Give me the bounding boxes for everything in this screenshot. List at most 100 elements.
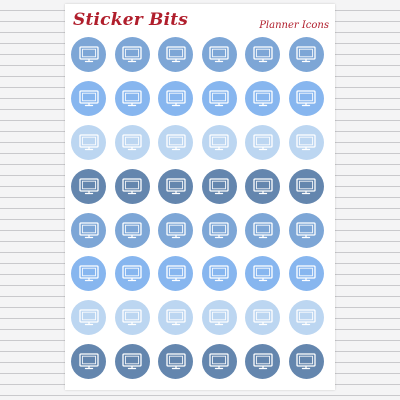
sticker [288, 212, 324, 248]
monitor-icon [122, 178, 142, 194]
sticker [71, 256, 106, 292]
sticker [158, 124, 194, 160]
monitor-icon [296, 265, 317, 282]
sticker [245, 212, 281, 248]
sticker [288, 168, 324, 204]
sticker [201, 344, 237, 380]
monitor-icon [253, 134, 273, 150]
sticker [158, 300, 194, 336]
sticker [201, 80, 237, 116]
monitor-icon [253, 46, 273, 63]
brand-title: Sticker Bits [73, 10, 189, 30]
monitor-icon [122, 134, 142, 150]
sticker [288, 256, 324, 292]
sticker [288, 300, 324, 336]
sticker [158, 256, 194, 292]
sticker [201, 168, 237, 204]
sticker-sheet: Sticker Bits Planner Icons [65, 4, 335, 390]
monitor-icon [253, 178, 273, 194]
sticker [245, 256, 281, 292]
monitor-icon [296, 90, 317, 107]
sticker [114, 344, 150, 380]
sticker [71, 124, 106, 160]
monitor-icon [78, 265, 99, 282]
monitor-icon [296, 221, 317, 238]
sticker [201, 37, 237, 72]
sticker [288, 124, 324, 160]
monitor-icon [166, 265, 186, 282]
sticker [158, 80, 194, 116]
sticker [114, 212, 150, 248]
monitor-icon [253, 309, 273, 326]
monitor-icon [209, 221, 229, 238]
sticker [245, 168, 281, 204]
sticker [158, 37, 194, 72]
monitor-icon [253, 90, 273, 107]
sticker [201, 212, 237, 248]
monitor-icon [78, 353, 99, 370]
sticker [114, 300, 150, 336]
monitor-icon [166, 46, 186, 63]
monitor-icon [78, 134, 99, 150]
sticker [114, 80, 150, 116]
monitor-icon [166, 178, 186, 194]
sheet-subtitle: Planner Icons [259, 20, 329, 31]
sticker [71, 212, 106, 248]
monitor-icon [166, 90, 186, 107]
monitor-icon [166, 309, 186, 326]
monitor-icon [209, 90, 229, 107]
monitor-icon [209, 265, 229, 282]
monitor-icon [296, 134, 317, 150]
monitor-icon [296, 46, 317, 63]
monitor-icon [296, 353, 317, 370]
monitor-icon [209, 309, 229, 326]
sticker [201, 300, 237, 336]
monitor-icon [209, 178, 229, 194]
sticker [71, 37, 106, 72]
sticker [245, 344, 281, 380]
sticker [245, 80, 281, 116]
monitor-icon [296, 178, 317, 194]
monitor-icon [78, 309, 99, 326]
monitor-icon [166, 221, 186, 238]
monitor-icon [253, 353, 273, 370]
monitor-icon [166, 353, 186, 370]
monitor-icon [78, 221, 99, 238]
monitor-icon [122, 90, 142, 107]
monitor-icon [209, 134, 229, 150]
sticker [288, 37, 324, 72]
monitor-icon [122, 353, 142, 370]
sticker [201, 256, 237, 292]
sticker [71, 300, 106, 336]
monitor-icon [209, 46, 229, 63]
sticker [245, 300, 281, 336]
monitor-icon [209, 353, 229, 370]
sticker [71, 344, 106, 380]
sticker [288, 344, 324, 380]
sticker [71, 80, 106, 116]
sticker [114, 37, 150, 72]
sticker [114, 168, 150, 204]
sticker [288, 80, 324, 116]
monitor-icon [122, 46, 142, 63]
monitor-icon [122, 265, 142, 282]
monitor-icon [253, 221, 273, 238]
sticker [158, 212, 194, 248]
sticker [245, 124, 281, 160]
monitor-icon [78, 46, 99, 63]
sticker [158, 168, 194, 204]
monitor-icon [253, 265, 273, 282]
sticker [71, 168, 106, 204]
monitor-icon [78, 178, 99, 194]
sticker [201, 124, 237, 160]
monitor-icon [166, 134, 186, 150]
monitor-icon [296, 309, 317, 326]
monitor-icon [78, 90, 99, 107]
sticker [114, 256, 150, 292]
sticker [114, 124, 150, 160]
sticker-grid [71, 37, 333, 380]
sticker [245, 37, 281, 72]
monitor-icon [122, 309, 142, 326]
monitor-icon [122, 221, 142, 238]
sticker [158, 344, 194, 380]
